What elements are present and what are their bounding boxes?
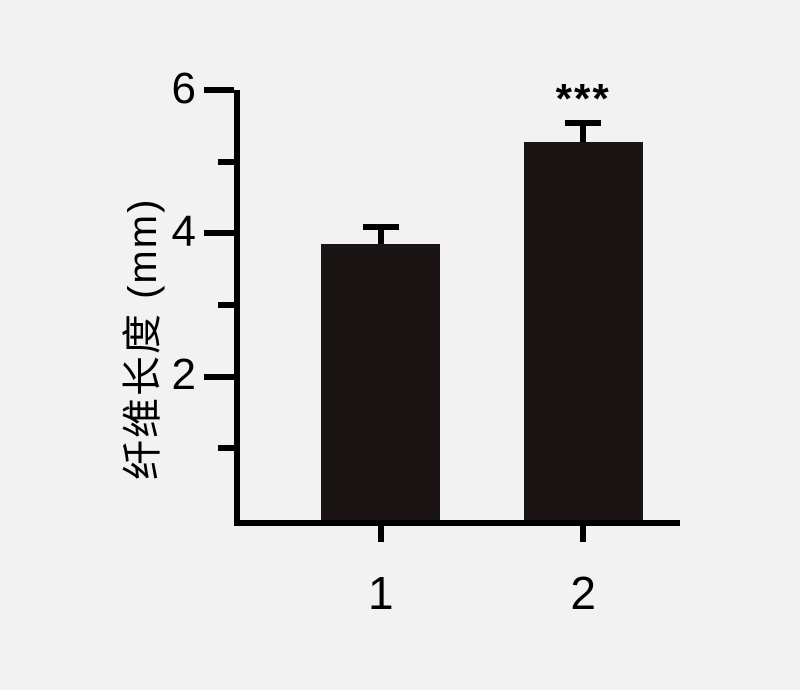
y-tick-label: 6 — [166, 64, 196, 114]
x-tick — [378, 526, 384, 542]
y-tick-minor — [218, 159, 234, 165]
x-category-label: 1 — [361, 566, 401, 620]
figure-stage: 2 4 6 1 2 *** 纤维长度 (mm) — [0, 0, 800, 690]
x-tick — [580, 526, 586, 542]
y-tick-label: 4 — [166, 207, 196, 257]
y-axis — [234, 90, 240, 526]
y-tick-major — [204, 87, 234, 93]
significance-marker: *** — [538, 75, 628, 123]
x-category-label: 2 — [563, 566, 603, 620]
y-tick-major — [204, 230, 234, 236]
y-tick-major — [204, 374, 234, 380]
x-axis — [234, 520, 680, 526]
y-axis-title: 纤维长度 (mm) — [110, 198, 168, 480]
bar-1 — [321, 244, 440, 520]
y-tick-label: 2 — [166, 350, 196, 400]
y-tick-minor — [218, 302, 234, 308]
bar-2 — [524, 142, 643, 520]
errorbar-cap — [363, 224, 399, 230]
y-tick-minor — [218, 445, 234, 451]
